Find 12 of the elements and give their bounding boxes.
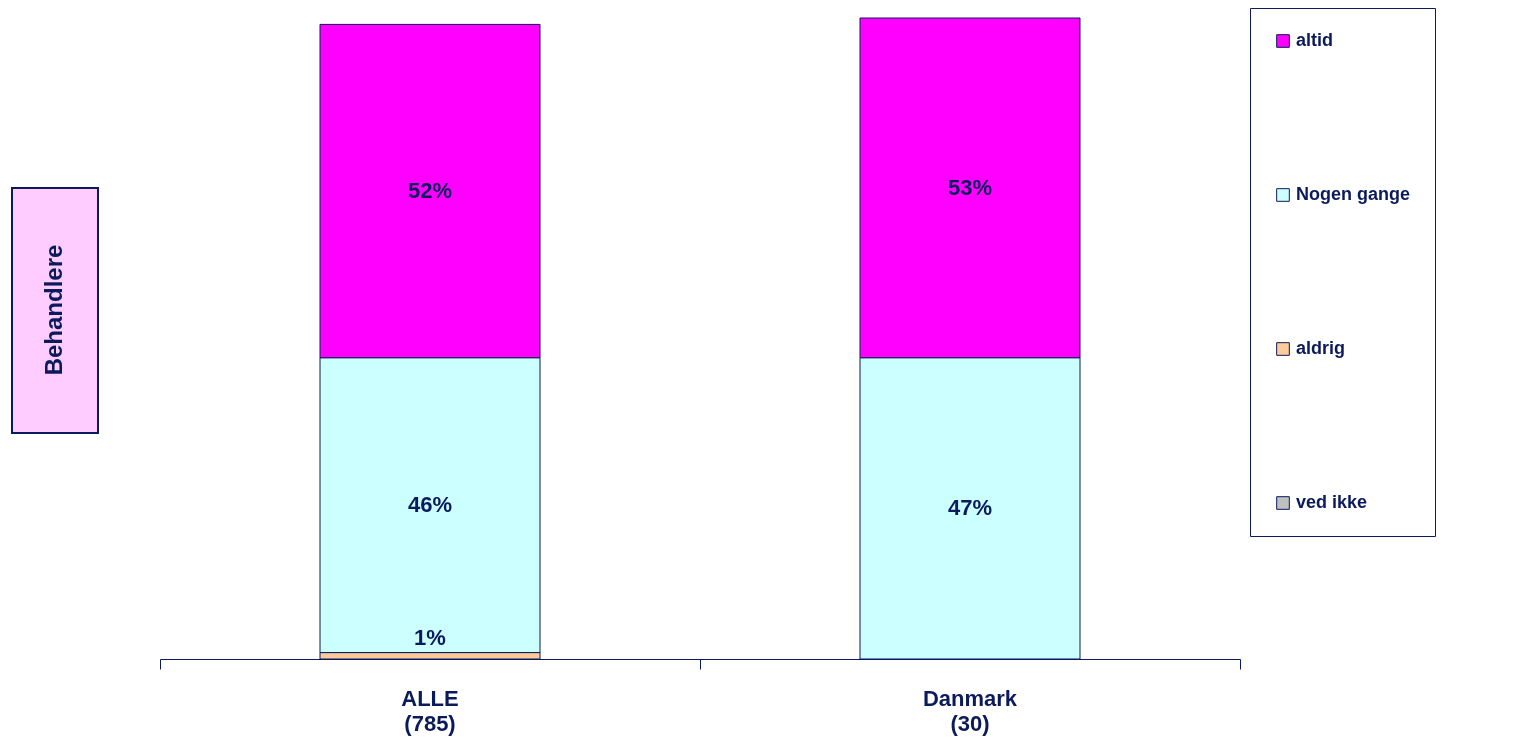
data-label: 47%: [947, 495, 993, 521]
legend-label: Nogen gange: [1296, 184, 1411, 204]
data-label: 53%: [947, 174, 993, 200]
data-label: 1%: [414, 624, 446, 650]
data-label: 52%: [407, 178, 453, 204]
legend-label: aldrig: [1296, 338, 1346, 358]
legend-label: altid: [1296, 30, 1334, 50]
legend-label: ved ikke: [1296, 492, 1368, 512]
data-label: 46%: [407, 492, 453, 518]
x-tick-label: Danmark (30): [922, 686, 1018, 736]
x-tick-label: ALLE (785): [401, 686, 459, 736]
y-axis-title: Behandlere: [40, 244, 67, 376]
